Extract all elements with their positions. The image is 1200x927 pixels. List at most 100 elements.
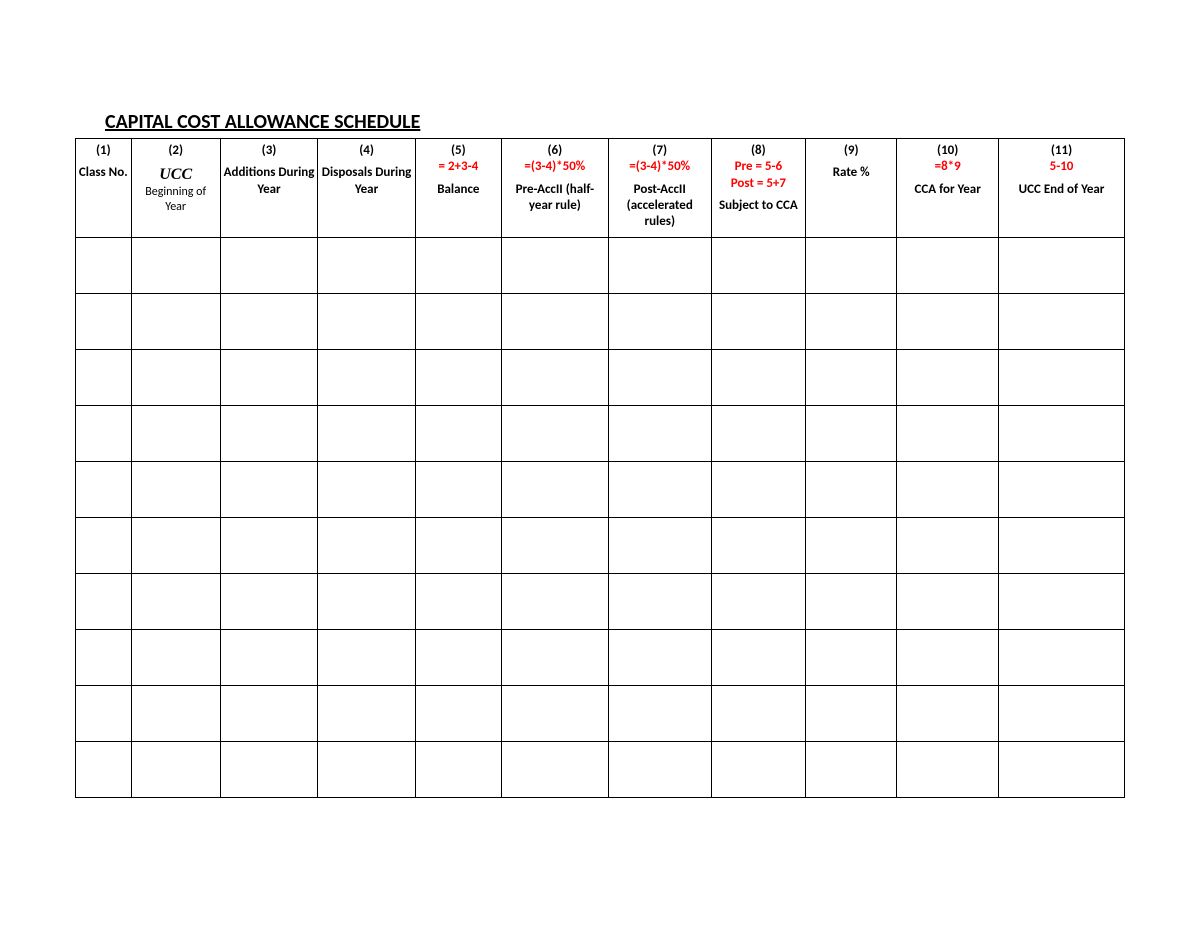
table-cell: [415, 630, 501, 686]
table-cell: [501, 462, 608, 518]
table-cell: [608, 294, 711, 350]
table-cell: [711, 518, 805, 574]
table-cell: [220, 518, 318, 574]
table-cell: [897, 574, 999, 630]
table-cell: [415, 462, 501, 518]
table-cell: [76, 294, 132, 350]
table-cell: [415, 406, 501, 462]
table-cell: [608, 350, 711, 406]
col-number: (10): [899, 143, 996, 159]
table-cell: [608, 518, 711, 574]
col-header-5: (5)= 2+3-4Balance: [415, 139, 501, 238]
col-header-4: (4)Disposals During Year: [318, 139, 416, 238]
table-cell: [76, 350, 132, 406]
table-cell: [897, 742, 999, 798]
table-cell: [318, 742, 416, 798]
table-row: [76, 574, 1125, 630]
table-cell: [806, 518, 897, 574]
table-cell: [318, 238, 416, 294]
table-cell: [415, 350, 501, 406]
table-cell: [76, 630, 132, 686]
table-cell: [415, 686, 501, 742]
col-number: (1): [78, 143, 129, 159]
table-cell: [897, 350, 999, 406]
table-cell: [76, 406, 132, 462]
table-cell: [220, 462, 318, 518]
table-cell: [806, 686, 897, 742]
col-label: Pre-AccII (half-year rule): [504, 182, 606, 215]
table-cell: [318, 518, 416, 574]
table-cell: [608, 406, 711, 462]
table-cell: [711, 630, 805, 686]
table-cell: [501, 350, 608, 406]
table-row: [76, 686, 1125, 742]
table-row: [76, 742, 1125, 798]
table-cell: [999, 742, 1125, 798]
col-header-7: (7)=(3-4)*50%Post-AccII (accelerated rul…: [608, 139, 711, 238]
table-cell: [220, 294, 318, 350]
table-cell: [318, 350, 416, 406]
table-cell: [415, 574, 501, 630]
col-number: (7): [611, 143, 709, 159]
col-header-6: (6)=(3-4)*50% Pre-AccII (half-year rule): [501, 139, 608, 238]
table-row: [76, 630, 1125, 686]
table-body: [76, 238, 1125, 798]
table-cell: [415, 518, 501, 574]
table-cell: [999, 406, 1125, 462]
table-cell: [76, 238, 132, 294]
col-number: (4): [320, 143, 413, 159]
col-label: UCC End of Year: [1001, 182, 1122, 198]
table-cell: [220, 238, 318, 294]
table-cell: [711, 294, 805, 350]
table-cell: [220, 406, 318, 462]
table-cell: [608, 686, 711, 742]
header-row: (1) Class No.(2)UCCBeginning of Year(3)Ad…: [76, 139, 1125, 238]
col-label: UCC: [134, 165, 218, 185]
table-cell: [711, 686, 805, 742]
table-cell: [608, 462, 711, 518]
col-label: Balance: [418, 182, 499, 198]
col-number: (8): [714, 143, 803, 159]
col-formula: = 2+3-4: [418, 159, 499, 175]
table-cell: [131, 406, 220, 462]
col-label: Subject to CCA: [714, 198, 803, 214]
table-cell: [501, 238, 608, 294]
table-cell: [131, 686, 220, 742]
col-number: (6): [504, 143, 606, 159]
table-cell: [501, 518, 608, 574]
table-cell: [608, 630, 711, 686]
col-header-1: (1) Class No.: [76, 139, 132, 238]
table-cell: [999, 294, 1125, 350]
col-header-3: (3)Additions During Year: [220, 139, 318, 238]
table-cell: [806, 574, 897, 630]
col-formula: Pre = 5-6: [714, 159, 803, 175]
col-label: CCA for Year: [899, 182, 996, 198]
table-cell: [501, 630, 608, 686]
table-header: (1) Class No.(2)UCCBeginning of Year(3)Ad…: [76, 139, 1125, 238]
table-cell: [415, 238, 501, 294]
col-label: Class No.: [78, 165, 129, 181]
table-cell: [131, 630, 220, 686]
page: CAPITAL COST ALLOWANCE SCHEDULE (1)Class…: [0, 0, 1200, 927]
table-cell: [415, 294, 501, 350]
table-cell: [318, 686, 416, 742]
table-cell: [608, 238, 711, 294]
table-cell: [220, 574, 318, 630]
col-formula: =(3-4)*50%: [504, 159, 606, 175]
col-label: Post-AccII (accelerated rules): [611, 182, 709, 231]
table-cell: [806, 294, 897, 350]
col-header-8: (8)Pre = 5-6Post = 5+7Subject to CCA: [711, 139, 805, 238]
table-cell: [806, 742, 897, 798]
table-cell: [131, 294, 220, 350]
table-cell: [608, 574, 711, 630]
table-cell: [76, 742, 132, 798]
table-cell: [897, 518, 999, 574]
table-cell: [131, 350, 220, 406]
col-header-11: (11)5-10UCC End of Year: [999, 139, 1125, 238]
table-cell: [131, 462, 220, 518]
table-cell: [501, 686, 608, 742]
col-header-10: (10)=8*9CCA for Year: [897, 139, 999, 238]
col-label: Additions During Year: [223, 165, 316, 198]
col-header-2: (2)UCCBeginning of Year: [131, 139, 220, 238]
table-cell: [318, 294, 416, 350]
